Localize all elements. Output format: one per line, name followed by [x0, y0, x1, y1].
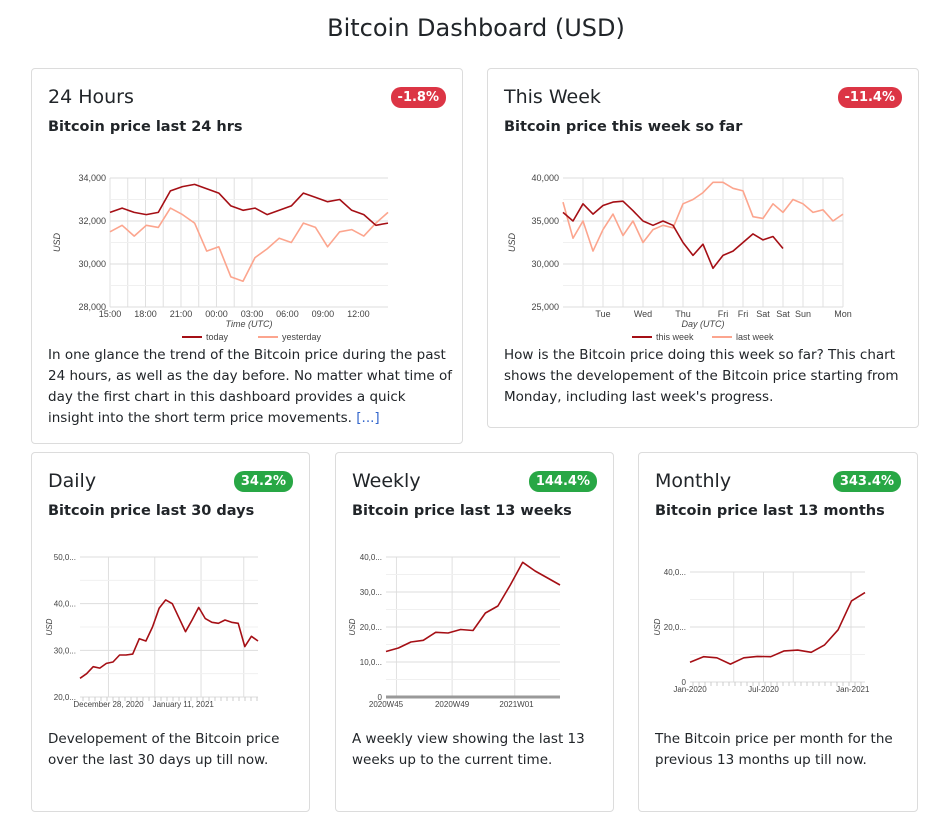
series-line-price: [689, 591, 866, 665]
y-tick-label: 25,000: [531, 302, 559, 312]
card-daily: Daily 34.2% Bitcoin price last 30 days D…: [31, 452, 310, 812]
y-tick-label: 10,0...: [360, 658, 382, 667]
x-axis-label: Time (UTC): [226, 319, 273, 329]
y-tick-label: 32,000: [78, 216, 106, 226]
y-tick-label: 0: [378, 693, 383, 702]
change-badge: -1.8%: [390, 87, 446, 108]
x-tick-label: January 11, 2021: [153, 700, 215, 709]
change-badge: 343.4%: [832, 471, 901, 492]
legend-label: this week: [656, 332, 694, 342]
card-description: The Bitcoin price per month for the prev…: [655, 731, 893, 768]
legend-label: yesterday: [282, 332, 322, 342]
y-tick-label: 50,0...: [54, 553, 76, 562]
card-title: 24 Hours: [48, 86, 134, 108]
card-subtitle: Bitcoin price last 24 hrs: [48, 119, 243, 135]
x-tick-label: 2020W49: [435, 700, 470, 709]
y-tick-label: 40,0...: [664, 568, 686, 577]
change-badge: 144.4%: [528, 471, 597, 492]
y-tick-label: 30,0...: [54, 646, 76, 655]
card-subtitle: Bitcoin price last 13 months: [655, 503, 885, 519]
x-tick-label: Tue: [595, 309, 610, 319]
x-tick-label: 21:00: [170, 309, 193, 319]
card-subtitle: Bitcoin price last 30 days: [48, 503, 255, 519]
x-tick-label: 00:00: [205, 309, 228, 319]
change-badge: -11.4%: [837, 87, 902, 108]
x-tick-label: Jan-2020: [673, 685, 707, 694]
y-tick-label: 40,0...: [54, 600, 76, 609]
y-tick-label: 20,0...: [54, 693, 76, 702]
series-line-price: [79, 599, 259, 679]
legend-label: last week: [736, 332, 774, 342]
x-tick-label: 12:00: [347, 309, 370, 319]
card-description: How is the Bitcoin price doing this week…: [504, 347, 899, 405]
y-tick-label: 35,000: [531, 216, 559, 226]
card-title: Monthly: [655, 470, 732, 492]
x-tick-label: Jan-2021: [836, 685, 870, 694]
card-24-hours: 24 Hours -1.8% Bitcoin price last 24 hrs…: [31, 68, 463, 444]
description-text: In one glance the trend of the Bitcoin p…: [48, 347, 453, 426]
card-subtitle: Bitcoin price this week so far: [504, 119, 743, 135]
card-description: A weekly view showing the last 13 weeks …: [352, 731, 585, 768]
x-tick-label: 06:00: [276, 309, 299, 319]
y-tick-label: 30,000: [78, 259, 106, 269]
y-axis-label: USD: [52, 233, 62, 253]
y-tick-label: 20,0...: [664, 623, 686, 632]
series-line-yesterday: [109, 207, 389, 283]
read-more-link[interactable]: [...]: [356, 410, 380, 426]
legend-label: today: [206, 332, 229, 342]
x-tick-label: December 28, 2020: [73, 700, 144, 709]
y-tick-label: 30,000: [531, 259, 559, 269]
x-axis-label: Day (UTC): [682, 319, 725, 329]
card-this-week: This Week -11.4% Bitcoin price this week…: [487, 68, 919, 428]
y-axis-label: USD: [507, 233, 517, 253]
y-axis-label: USD: [348, 618, 357, 635]
card-subtitle: Bitcoin price last 13 weeks: [352, 503, 572, 519]
x-tick-label: 03:00: [241, 309, 264, 319]
x-tick-label: 18:00: [134, 309, 157, 319]
change-badge: 34.2%: [233, 471, 293, 492]
x-tick-label: Fri: [718, 309, 729, 319]
y-tick-label: 0: [682, 678, 687, 687]
page-title: Bitcoin Dashboard (USD): [327, 14, 625, 42]
card-weekly: Weekly 144.4% Bitcoin price last 13 week…: [335, 452, 614, 812]
card-description: In one glance the trend of the Bitcoin p…: [48, 345, 453, 429]
card-monthly: Monthly 343.4% Bitcoin price last 13 mon…: [638, 452, 918, 812]
x-tick-label: Wed: [634, 309, 652, 319]
card-title: Daily: [48, 470, 97, 492]
x-tick-label: Thu: [675, 309, 691, 319]
y-tick-label: 40,0...: [360, 553, 382, 562]
x-tick-label: 15:00: [99, 309, 122, 319]
x-tick-label: Mon: [834, 309, 852, 319]
y-tick-label: 40,000: [531, 173, 559, 183]
card-title: Weekly: [352, 470, 421, 492]
y-tick-label: 30,0...: [360, 588, 382, 597]
y-axis-label: USD: [45, 618, 54, 635]
series-line-today: [109, 183, 389, 227]
x-tick-label: Jul-2020: [748, 685, 779, 694]
y-tick-label: 28,000: [78, 302, 106, 312]
card-title: This Week: [504, 86, 601, 108]
card-description: Developement of the Bitcoin price over t…: [48, 731, 280, 768]
x-tick-label: 2021W01: [499, 700, 534, 709]
series-line-last-week: [562, 181, 844, 252]
x-tick-label: Fri: [738, 309, 749, 319]
y-axis-label: USD: [653, 618, 662, 635]
x-tick-label: Sun: [795, 309, 811, 319]
y-tick-label: 34,000: [78, 173, 106, 183]
x-tick-label: Sat: [756, 309, 770, 319]
x-tick-label: 09:00: [312, 309, 335, 319]
series-line-this-week: [562, 200, 784, 270]
y-tick-label: 20,0...: [360, 623, 382, 632]
x-tick-label: 2020W45: [369, 700, 404, 709]
x-tick-label: Sat: [776, 309, 790, 319]
series-line-price: [385, 561, 561, 653]
